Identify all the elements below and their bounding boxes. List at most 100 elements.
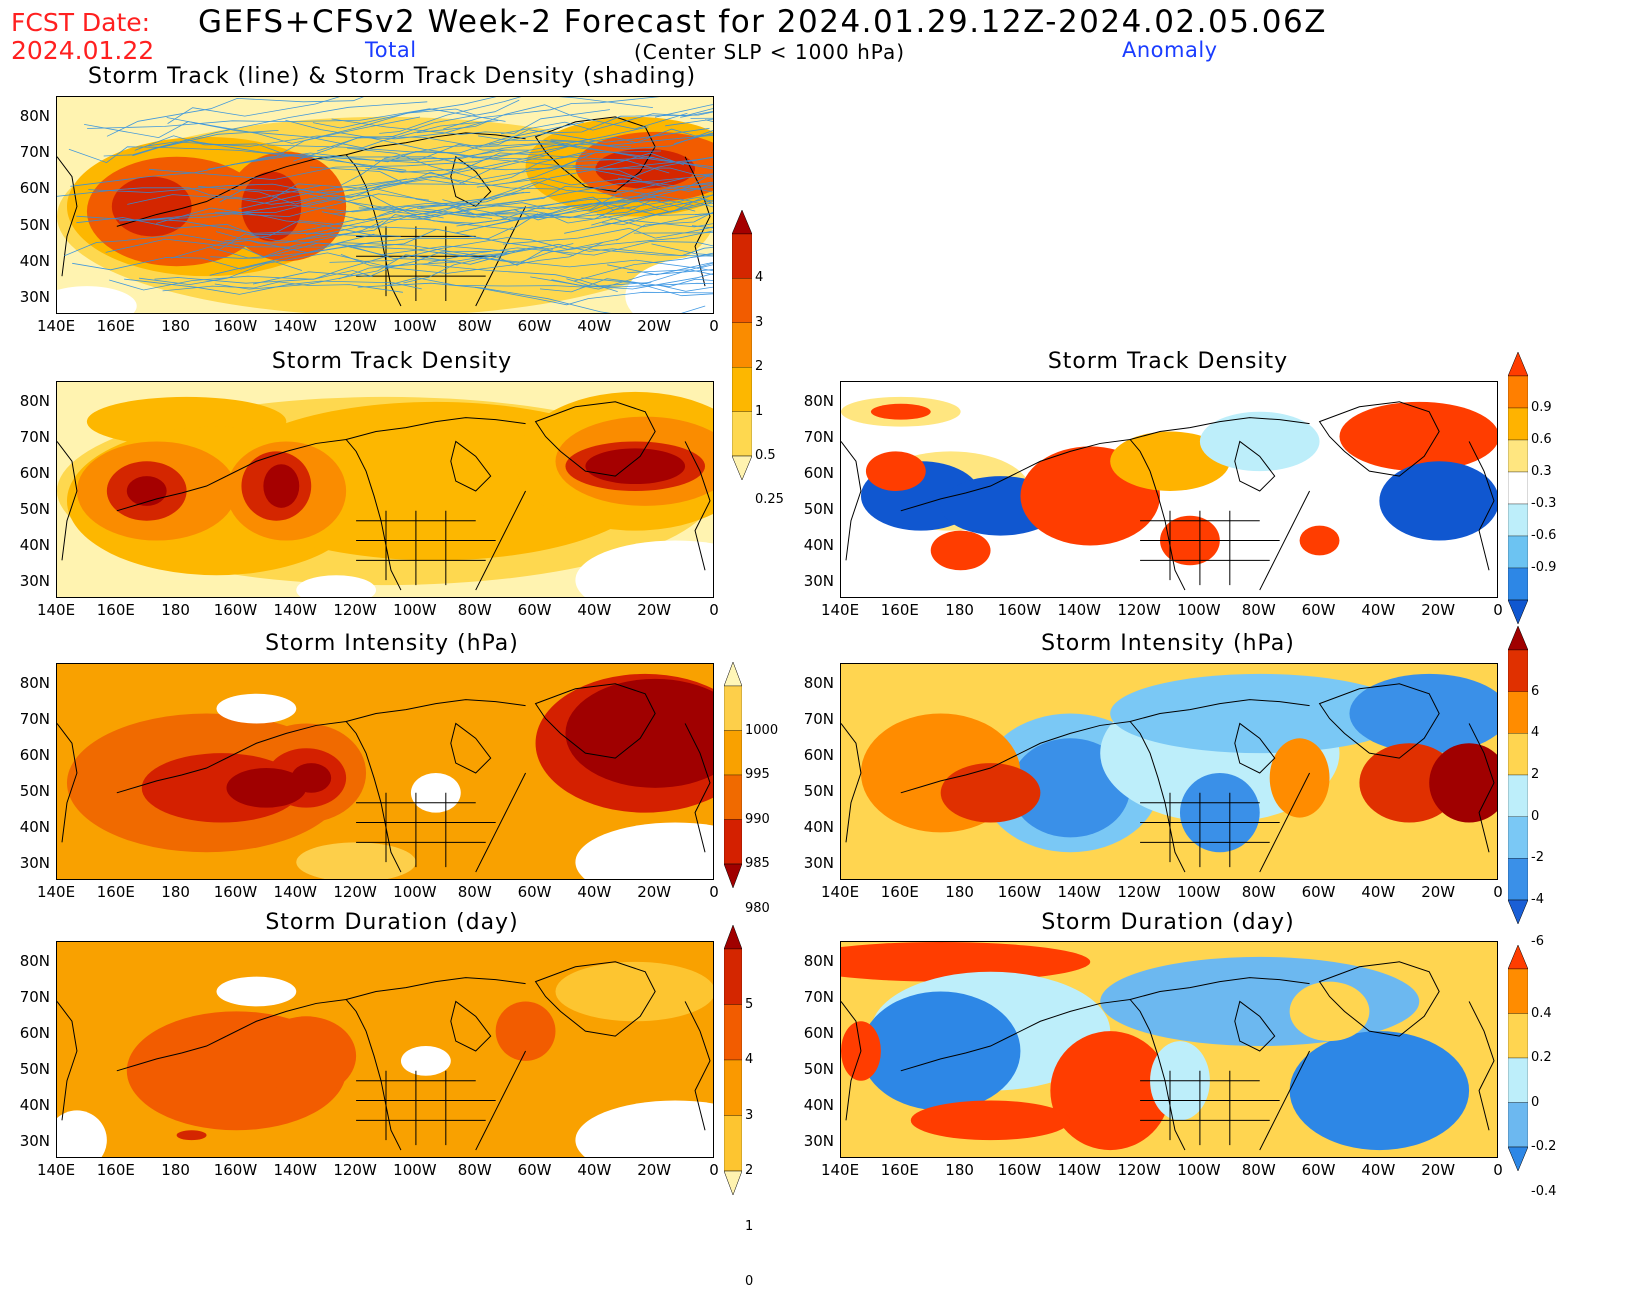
colorbar-label: -0.2 — [1531, 1139, 1557, 1154]
lat-tick-label: 50N — [19, 782, 50, 800]
lon-tick-label: 100W — [1177, 601, 1221, 619]
lon-tick-label: 140W — [1057, 601, 1101, 619]
lon-tick-label: 20W — [1421, 883, 1456, 901]
lon-tick-label: 40W — [577, 1161, 612, 1179]
lat-tick-label: 70N — [19, 710, 50, 728]
lat-tick-label: 40N — [19, 251, 50, 270]
lat-tick-label: 80N — [19, 674, 50, 692]
lon-tick-label: 140E — [36, 601, 76, 619]
lon-tick-label: 60W — [517, 1161, 552, 1179]
colorbar-label: 0.3 — [1531, 464, 1552, 479]
colorbar-label: 4 — [1531, 725, 1540, 741]
lon-tick-label: 160E — [880, 1161, 919, 1179]
lon-tick-label: 60W — [1301, 1161, 1336, 1179]
lat-tick-label: 60N — [19, 179, 50, 198]
panel-title-track-total: Storm Track (line) & Storm Track Density… — [87, 64, 697, 89]
lon-tick-label: 180 — [161, 883, 190, 901]
panel-title-intensity-anomaly: Storm Intensity (hPa) — [1041, 631, 1295, 656]
colorbar-duration-total — [723, 924, 743, 1196]
lon-tick-label: 140W — [1057, 883, 1101, 901]
lat-tick-label: 30N — [19, 1132, 50, 1150]
lon-tick-label: 80W — [1241, 1161, 1276, 1179]
lat-tick-label: 50N — [19, 1060, 50, 1078]
lat-tick-label: 40N — [803, 818, 834, 836]
lon-tick-label: 40W — [1361, 1161, 1396, 1179]
lat-tick-label: 60N — [803, 464, 834, 482]
lon-tick-label: 140E — [820, 601, 860, 619]
page-title: GEFS+CFSv2 Week-2 Forecast for 2024.01.2… — [198, 4, 1327, 40]
lon-tick-label: 100W — [1177, 883, 1221, 901]
lon-tick-label: 120W — [333, 883, 377, 901]
lat-tick-label: 40N — [803, 536, 834, 554]
colorbar-label: -0.9 — [1531, 560, 1557, 575]
map-intensity-anomaly — [840, 663, 1498, 880]
panel-title-density-anomaly: Storm Track Density — [1047, 349, 1289, 374]
lon-tick-label: 180 — [161, 601, 190, 619]
colorbar-label: 1 — [745, 1218, 754, 1234]
lon-tick-label: 0 — [1493, 601, 1503, 619]
lon-tick-label: 0 — [1493, 1161, 1503, 1179]
lat-tick-label: 60N — [19, 1024, 50, 1042]
lon-tick-label: 100W — [393, 1161, 437, 1179]
lat-tick-label: 50N — [803, 782, 834, 800]
lon-tick-label: 160W — [213, 1161, 258, 1179]
colorbar-label: 0.25 — [755, 492, 784, 508]
colorbar-label: 3 — [745, 1107, 754, 1123]
lon-tick-label: 180 — [161, 317, 190, 335]
colorbar-label: 2 — [745, 1163, 754, 1178]
lat-tick-label: 70N — [19, 988, 50, 1006]
panel-title-duration-total: Storm Duration (day) — [265, 910, 519, 935]
lon-tick-label: 40W — [1361, 883, 1396, 901]
colorbar-label: -6 — [1531, 933, 1544, 949]
lat-tick-label: 60N — [19, 464, 50, 482]
colorbar-label: 1000 — [745, 722, 779, 738]
lon-tick-label: 60W — [517, 601, 552, 619]
colorbar-label: 990 — [745, 811, 770, 827]
colorbar-label: 0.5 — [755, 448, 776, 463]
lat-tick-label: 50N — [803, 1060, 834, 1078]
lon-tick-label: 140W — [273, 601, 317, 619]
lon-tick-label: 100W — [393, 883, 437, 901]
lon-tick-label: 40W — [1361, 601, 1396, 619]
lon-tick-label: 20W — [637, 883, 672, 901]
forecast-date-value: 2024.01.22 — [11, 36, 155, 65]
lat-tick-label: 40N — [19, 536, 50, 554]
map-density-total — [56, 381, 714, 598]
colorbar-duration-anomaly — [1507, 944, 1529, 1172]
colorbar-label: 4 — [745, 1052, 754, 1067]
lon-tick-label: 60W — [517, 883, 552, 901]
colorbar-label: 0 — [745, 1274, 754, 1289]
colorbar-label: -0.3 — [1531, 496, 1557, 511]
lon-tick-label: 100W — [393, 317, 437, 335]
lon-tick-label: 80W — [457, 317, 492, 335]
lon-tick-label: 0 — [1493, 883, 1503, 901]
colorbar-label: 4 — [755, 270, 764, 286]
lon-tick-label: 120W — [1117, 601, 1161, 619]
map-intensity-total — [56, 663, 714, 880]
lon-tick-label: 180 — [945, 601, 974, 619]
lon-tick-label: 160W — [213, 317, 258, 335]
lon-tick-label: 80W — [1241, 601, 1276, 619]
lon-tick-label: 160W — [997, 1161, 1042, 1179]
lon-tick-label: 160E — [96, 317, 135, 335]
map-duration-total — [56, 941, 714, 1158]
lon-tick-label: 160W — [997, 601, 1042, 619]
lon-tick-label: 140W — [273, 1161, 317, 1179]
colorbar-label: 0.9 — [1531, 400, 1552, 415]
lat-tick-label: 50N — [19, 500, 50, 518]
lat-tick-label: 30N — [803, 1132, 834, 1150]
lat-tick-label: 80N — [803, 952, 834, 970]
lon-tick-label: 20W — [637, 1161, 672, 1179]
map-storm-track-total — [56, 96, 714, 314]
lat-tick-label: 80N — [19, 392, 50, 410]
lat-tick-label: 80N — [803, 392, 834, 410]
lon-tick-label: 20W — [1421, 1161, 1456, 1179]
lon-tick-label: 140E — [36, 883, 76, 901]
panel-title-intensity-total: Storm Intensity (hPa) — [265, 631, 519, 656]
panel-title-density-total: Storm Track Density — [271, 349, 513, 374]
lat-tick-label: 70N — [803, 428, 834, 446]
lon-tick-label: 160E — [96, 1161, 135, 1179]
colorbar-label: 2 — [1531, 767, 1540, 782]
colorbar-label: 0.6 — [1531, 432, 1552, 447]
lon-tick-label: 180 — [161, 1161, 190, 1179]
